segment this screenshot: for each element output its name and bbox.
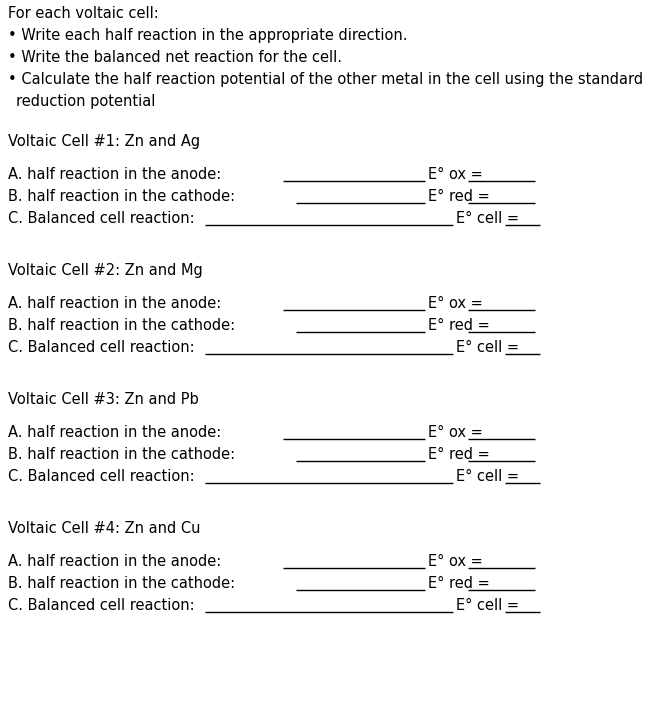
Text: B. half reaction in the cathode:: B. half reaction in the cathode: [8, 318, 235, 333]
Text: E° cell =: E° cell = [456, 598, 519, 613]
Text: C. Balanced cell reaction:: C. Balanced cell reaction: [8, 469, 195, 484]
Text: B. half reaction in the cathode:: B. half reaction in the cathode: [8, 576, 235, 591]
Text: E° cell =: E° cell = [456, 211, 519, 226]
Text: E° ox =: E° ox = [428, 296, 482, 311]
Text: E° red =: E° red = [428, 189, 490, 204]
Text: • Calculate the half reaction potential of the other metal in the cell using the: • Calculate the half reaction potential … [8, 72, 643, 87]
Text: C. Balanced cell reaction:: C. Balanced cell reaction: [8, 211, 195, 226]
Text: E° red =: E° red = [428, 318, 490, 333]
Text: Voltaic Cell #3: Zn and Pb: Voltaic Cell #3: Zn and Pb [8, 392, 199, 407]
Text: C. Balanced cell reaction:: C. Balanced cell reaction: [8, 598, 195, 613]
Text: E° cell =: E° cell = [456, 340, 519, 355]
Text: B. half reaction in the cathode:: B. half reaction in the cathode: [8, 189, 235, 204]
Text: reduction potential: reduction potential [16, 94, 156, 109]
Text: For each voltaic cell:: For each voltaic cell: [8, 6, 159, 21]
Text: E° ox =: E° ox = [428, 167, 482, 182]
Text: Voltaic Cell #1: Zn and Ag: Voltaic Cell #1: Zn and Ag [8, 134, 200, 149]
Text: E° red =: E° red = [428, 576, 490, 591]
Text: C. Balanced cell reaction:: C. Balanced cell reaction: [8, 340, 195, 355]
Text: Voltaic Cell #4: Zn and Cu: Voltaic Cell #4: Zn and Cu [8, 521, 201, 536]
Text: A. half reaction in the anode:: A. half reaction in the anode: [8, 167, 221, 182]
Text: B. half reaction in the cathode:: B. half reaction in the cathode: [8, 447, 235, 462]
Text: Voltaic Cell #2: Zn and Mg: Voltaic Cell #2: Zn and Mg [8, 263, 203, 278]
Text: • Write each half reaction in the appropriate direction.: • Write each half reaction in the approp… [8, 28, 407, 43]
Text: A. half reaction in the anode:: A. half reaction in the anode: [8, 425, 221, 440]
Text: E° red =: E° red = [428, 447, 490, 462]
Text: • Write the balanced net reaction for the cell.: • Write the balanced net reaction for th… [8, 50, 342, 65]
Text: E° ox =: E° ox = [428, 554, 482, 569]
Text: A. half reaction in the anode:: A. half reaction in the anode: [8, 296, 221, 311]
Text: E° cell =: E° cell = [456, 469, 519, 484]
Text: A. half reaction in the anode:: A. half reaction in the anode: [8, 554, 221, 569]
Text: E° ox =: E° ox = [428, 425, 482, 440]
